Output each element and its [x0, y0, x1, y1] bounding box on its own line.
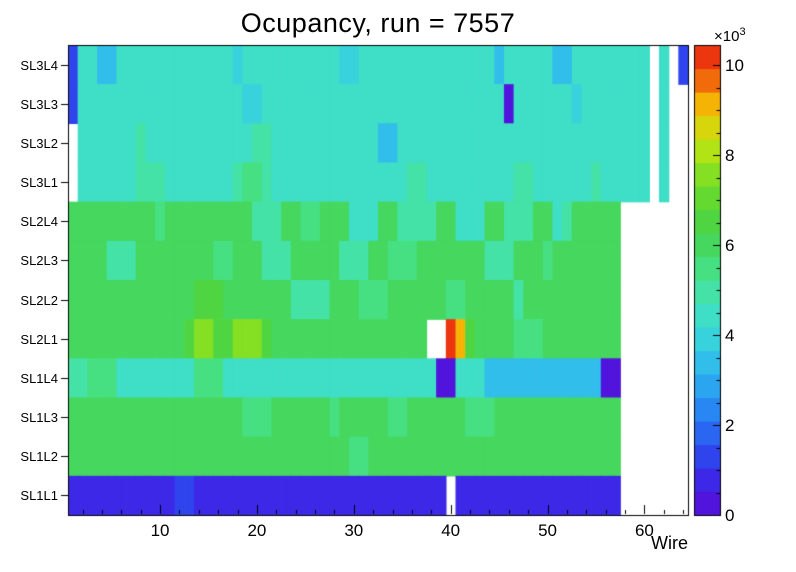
z-axis-tick-label-4: 4 [725, 326, 735, 346]
z-axis-exponent-base: ×10 [714, 28, 740, 45]
y-axis-label-sl1l1: SL1L1 [20, 488, 58, 504]
y-axis-label-sl1l3: SL1L3 [20, 410, 58, 426]
y-axis-label-sl2l1: SL2L1 [20, 331, 58, 347]
x-axis-tick-label-20: 20 [247, 521, 267, 540]
y-axis-label-sl1l2: SL1L2 [20, 449, 58, 465]
x-axis-tick-label-50: 50 [538, 521, 557, 540]
z-axis-tick-label-8: 8 [725, 146, 735, 166]
x-axis-title: Wire [651, 533, 688, 553]
y-axis-label-sl3l2: SL3L2 [20, 135, 58, 151]
z-axis-tick-label-6: 6 [725, 236, 735, 256]
z-axis-tick-label-0: 0 [725, 506, 735, 525]
x-axis-tick-label-30: 30 [344, 521, 364, 540]
z-axis-tick-label-10: 10 [725, 56, 744, 76]
y-axis-label-sl1l4: SL1L4 [20, 370, 58, 386]
y-axis-label-sl2l4: SL2L4 [20, 214, 58, 230]
z-axis-exponent: ×103 [714, 26, 746, 45]
y-axis-label-sl2l3: SL2L3 [20, 253, 58, 269]
y-axis-label-sl3l3: SL3L3 [20, 96, 58, 112]
z-axis-exponent-power: 3 [739, 26, 746, 38]
y-axis-label-sl3l4: SL3L4 [20, 57, 58, 73]
y-axis-label-sl3l1: SL3L1 [20, 175, 58, 191]
z-axis-tick-label-2: 2 [725, 416, 735, 436]
x-axis-tick-label-60: 60 [634, 521, 654, 540]
x-axis-tick-label-10: 10 [150, 521, 170, 540]
x-axis-tick-label-40: 40 [441, 521, 461, 540]
chart-title: Ocupancy, run = 7557 [240, 8, 516, 38]
y-axis-label-sl2l2: SL2L2 [20, 292, 58, 308]
